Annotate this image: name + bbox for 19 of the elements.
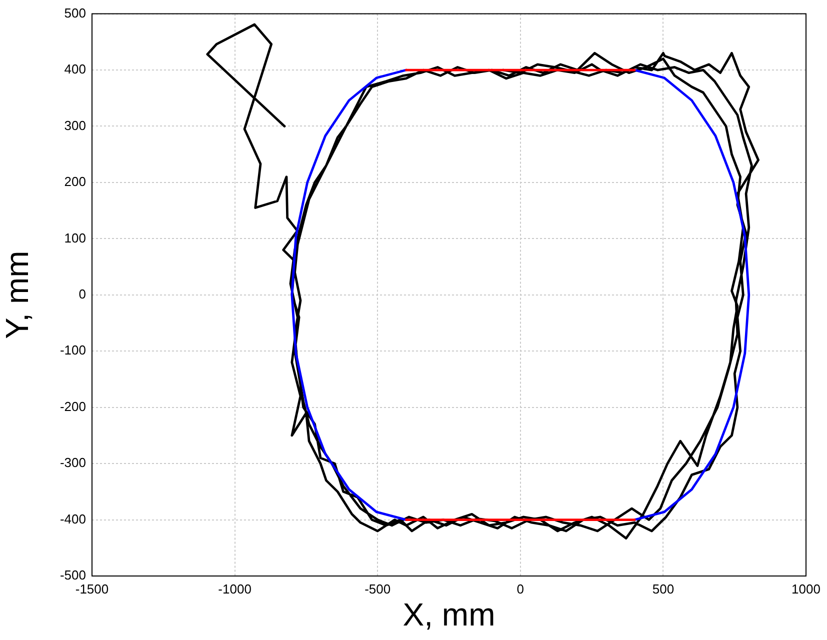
- y-tick-label: 500: [64, 5, 86, 20]
- x-tick-label: 1000: [792, 581, 820, 596]
- x-tick-label: -500: [364, 581, 391, 596]
- y-tick-label: -400: [60, 511, 86, 526]
- y-tick-label: -200: [60, 398, 86, 414]
- y-tick-label: 100: [64, 230, 86, 246]
- x-tick-label: -1500: [75, 581, 109, 596]
- x-axis-title: X, mm: [402, 596, 496, 633]
- x-tick-label: -1000: [218, 581, 252, 596]
- x-tick-label: 0: [516, 581, 524, 596]
- x-tick-label: 500: [652, 581, 674, 596]
- y-tick-label: -500: [60, 568, 86, 583]
- y-tick-label: 0: [78, 286, 86, 302]
- y-axis-title: Y, mm: [0, 250, 36, 340]
- y-tick-label: -300: [60, 455, 86, 470]
- y-tick-label: 400: [64, 62, 86, 77]
- y-tick-label: 200: [64, 174, 86, 190]
- y-tick-label: -100: [60, 342, 86, 358]
- y-tick-label: 300: [64, 118, 86, 133]
